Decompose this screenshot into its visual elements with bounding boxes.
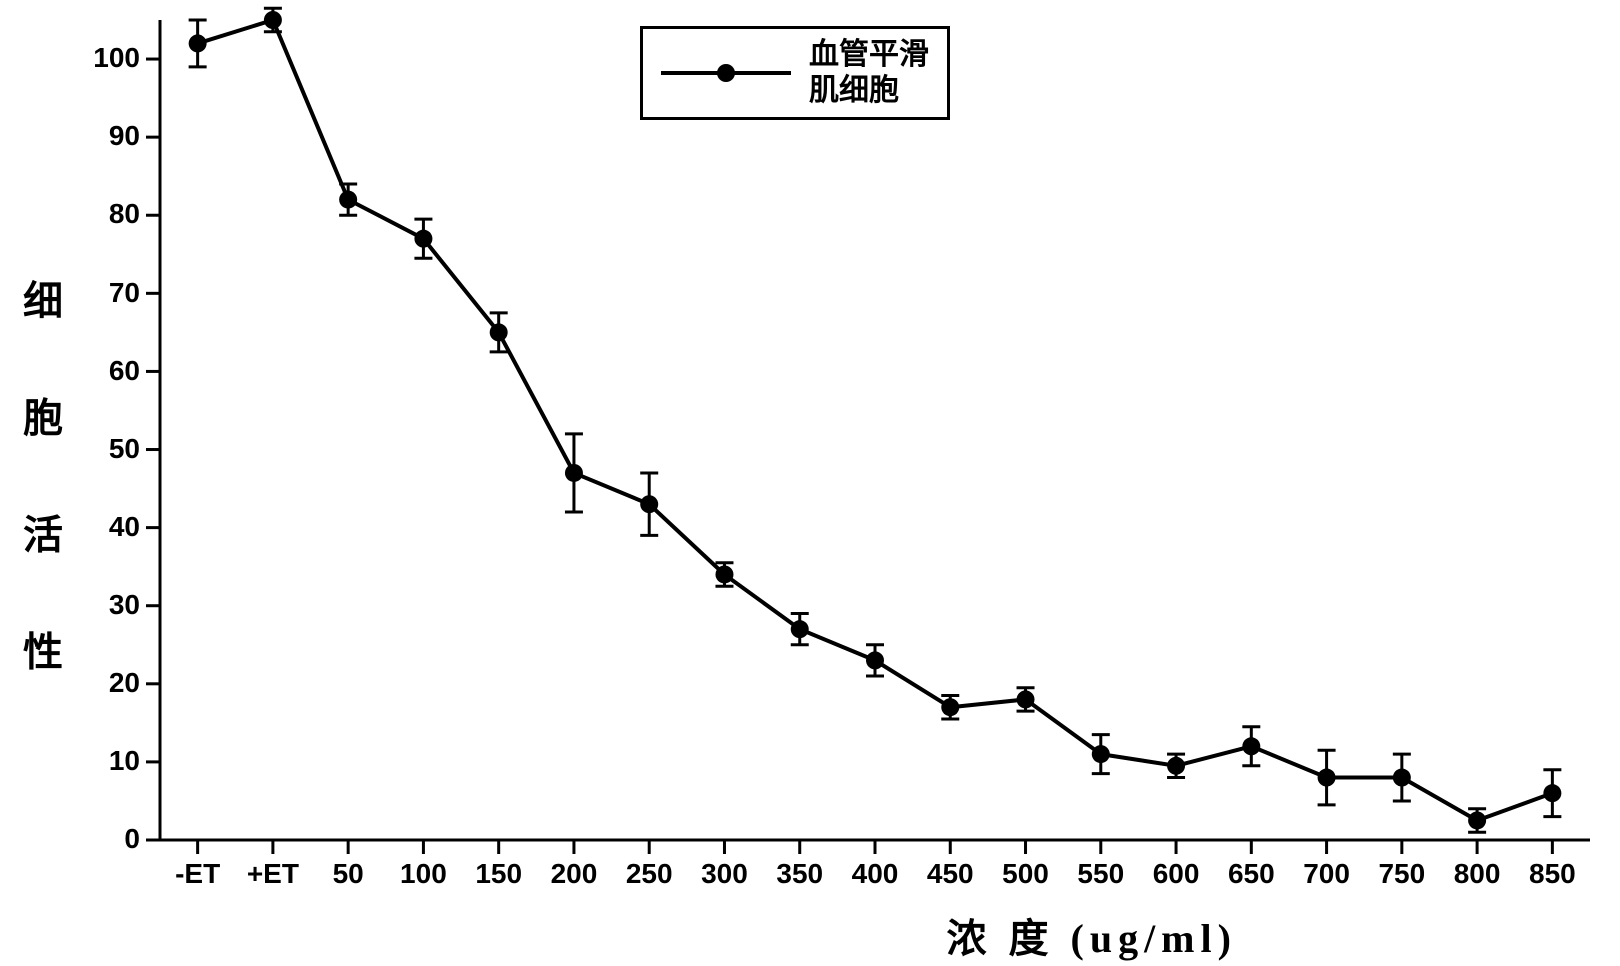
y-axis-label: 细 胞 活 性 [10,280,68,687]
x-axis-label: 浓 度 (ug/ml) [947,906,1237,964]
legend-marker-icon [717,64,735,82]
x-tick-label: 600 [1146,858,1206,890]
y-tick-label: 30 [109,589,140,621]
x-tick-label: 300 [694,858,754,890]
x-tick-label: 250 [619,858,679,890]
y-tick-label: 40 [109,511,140,543]
legend-label: 血管平滑 肌细胞 [809,37,929,109]
x-tick-label: 500 [996,858,1056,890]
y-tick-label: 60 [109,355,140,387]
chart-plot-area [0,0,1620,966]
x-tick-label: 650 [1221,858,1281,890]
x-tick-label: -ET [168,858,228,890]
y-tick-label: 10 [109,745,140,777]
x-tick-label: 450 [920,858,980,890]
chart-container: 细 胞 活 性 浓 度 (ug/ml) 血管平滑 肌细胞 0 10 20 30 40 50… [0,0,1620,966]
y-tick-label: 20 [109,667,140,699]
legend-label-line1: 血管平滑 [809,38,929,71]
x-tick-label: 100 [393,858,453,890]
x-tick-label: 700 [1297,858,1357,890]
y-tick-label: 50 [109,433,140,465]
y-tick-label: 100 [93,42,140,74]
y-tick-label: 90 [109,120,140,152]
x-tick-label: 800 [1447,858,1507,890]
legend-sample [661,63,791,83]
y-tick-label: 0 [124,823,140,855]
x-tick-label: 150 [469,858,529,890]
y-tick-label: 80 [109,198,140,230]
legend: 血管平滑 肌细胞 [640,26,950,120]
x-tick-label: 850 [1522,858,1582,890]
x-tick-label: 200 [544,858,604,890]
x-tick-label: 50 [318,858,378,890]
x-tick-label: 550 [1071,858,1131,890]
x-tick-label: 750 [1372,858,1432,890]
x-tick-label: 400 [845,858,905,890]
legend-label-line2: 肌细胞 [809,74,899,107]
y-tick-label: 70 [109,277,140,309]
x-tick-label: 350 [770,858,830,890]
x-tick-label: +ET [243,858,303,890]
